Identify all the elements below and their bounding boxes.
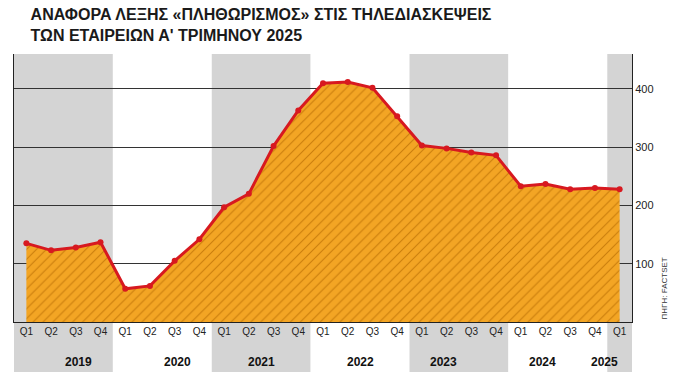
svg-text:Q3: Q3 <box>366 326 380 337</box>
svg-text:Q4: Q4 <box>390 326 404 337</box>
svg-text:Q2: Q2 <box>440 326 454 337</box>
svg-text:Q4: Q4 <box>588 326 602 337</box>
svg-text:Q4: Q4 <box>94 326 108 337</box>
svg-text:300: 300 <box>635 141 653 153</box>
svg-text:400: 400 <box>635 83 653 95</box>
svg-text:2021: 2021 <box>248 355 275 369</box>
svg-text:Q1: Q1 <box>415 326 429 337</box>
svg-text:Q4: Q4 <box>292 326 306 337</box>
svg-text:Q1: Q1 <box>316 326 330 337</box>
svg-text:2025: 2025 <box>591 355 618 369</box>
svg-text:Q1: Q1 <box>514 326 528 337</box>
svg-text:Q2: Q2 <box>341 326 355 337</box>
svg-text:Q4: Q4 <box>193 326 207 337</box>
svg-text:Q3: Q3 <box>267 326 281 337</box>
svg-text:Q2: Q2 <box>539 326 553 337</box>
svg-text:Q1: Q1 <box>217 326 231 337</box>
svg-text:2023: 2023 <box>430 355 457 369</box>
svg-text:Q4: Q4 <box>489 326 503 337</box>
svg-text:Q1: Q1 <box>613 326 627 337</box>
svg-text:ΑΝΑΦΟΡΑ ΛΕΞΗΣ «ΠΛΗΘΩΡΙΣΜΟΣ» ΣΤ: ΑΝΑΦΟΡΑ ΛΕΞΗΣ «ΠΛΗΘΩΡΙΣΜΟΣ» ΣΤΙΣ ΤΗΛΕΔΙΑ… <box>31 6 492 44</box>
svg-text:ΠΗΓΗ: FACTSET: ΠΗΓΗ: FACTSET <box>660 257 669 319</box>
svg-text:2019: 2019 <box>65 355 92 369</box>
svg-text:100: 100 <box>635 258 653 270</box>
svg-text:Q2: Q2 <box>143 326 157 337</box>
svg-text:2024: 2024 <box>529 355 556 369</box>
svg-text:Q2: Q2 <box>44 326 58 337</box>
svg-text:Q1: Q1 <box>119 326 133 337</box>
svg-text:2020: 2020 <box>164 355 191 369</box>
svg-text:Q3: Q3 <box>69 326 83 337</box>
svg-text:Q2: Q2 <box>242 326 256 337</box>
svg-text:Q3: Q3 <box>564 326 578 337</box>
svg-text:Q1: Q1 <box>20 326 34 337</box>
svg-text:Q3: Q3 <box>168 326 182 337</box>
svg-text:200: 200 <box>635 199 653 211</box>
svg-text:2022: 2022 <box>347 355 374 369</box>
svg-text:Q3: Q3 <box>465 326 479 337</box>
